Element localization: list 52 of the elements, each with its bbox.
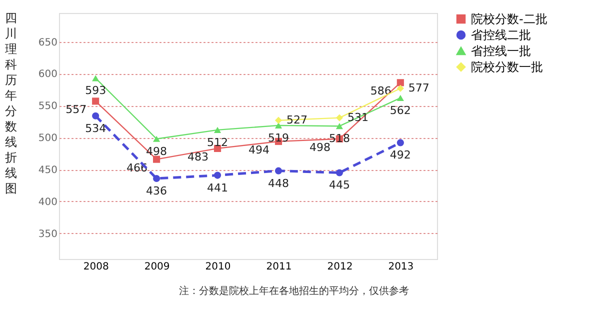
y-tick-label: 650 bbox=[38, 37, 58, 48]
data-label: 483 bbox=[188, 150, 209, 164]
legend-label: 省控线一批 bbox=[471, 44, 531, 58]
point bbox=[214, 172, 222, 179]
x-tick-label: 2008 bbox=[83, 262, 109, 272]
text: 注：分数是院校上年在各地招生的平均分，仅供参考 bbox=[179, 285, 409, 297]
point bbox=[153, 174, 160, 182]
point bbox=[336, 169, 343, 176]
y-tick-label: 600 bbox=[38, 69, 58, 80]
legend-label: 院校分数-二批 bbox=[471, 12, 548, 26]
point bbox=[396, 84, 404, 92]
x-tick-label: 2012 bbox=[327, 262, 353, 272]
y-tick-label: 450 bbox=[38, 165, 58, 176]
data-label: 512 bbox=[207, 136, 228, 149]
point bbox=[92, 98, 100, 105]
data-label: 562 bbox=[390, 104, 411, 117]
y-tick-label: 400 bbox=[38, 196, 58, 208]
data-label: 498 bbox=[309, 140, 330, 154]
data-label: 557 bbox=[66, 103, 87, 116]
data-label: 519 bbox=[268, 131, 289, 144]
point bbox=[396, 79, 404, 86]
legend-label: 省控线二批 bbox=[471, 28, 531, 42]
data-label: 534 bbox=[85, 122, 106, 135]
data-label: 494 bbox=[248, 143, 270, 156]
x-tick-label: 2009 bbox=[144, 262, 170, 272]
data-label: 441 bbox=[207, 181, 228, 194]
y-tick-label: 350 bbox=[38, 228, 58, 240]
y-tick-label: 500 bbox=[38, 133, 58, 144]
data-label: 577 bbox=[408, 81, 430, 94]
point bbox=[92, 75, 100, 82]
point bbox=[396, 139, 404, 146]
data-label: 586 bbox=[370, 84, 392, 98]
data-label: 445 bbox=[328, 178, 350, 192]
legend-label: 院校分数一批 bbox=[471, 60, 543, 74]
x-tick-label: 2013 bbox=[388, 262, 414, 272]
data-label: 436 bbox=[146, 184, 168, 198]
data-label: 448 bbox=[268, 176, 289, 190]
point bbox=[274, 122, 282, 129]
y-tick-label: 550 bbox=[38, 101, 58, 112]
data-label: 492 bbox=[390, 148, 411, 162]
point bbox=[274, 116, 282, 124]
x-tick-label: 2011 bbox=[266, 262, 292, 272]
point bbox=[214, 126, 222, 133]
point bbox=[396, 94, 404, 102]
point bbox=[274, 167, 282, 174]
point bbox=[92, 112, 100, 120]
point bbox=[153, 136, 160, 142]
text: 四川理科历年分数线折线图 bbox=[5, 11, 17, 196]
point bbox=[336, 123, 343, 130]
point bbox=[336, 114, 343, 122]
data-label: 593 bbox=[85, 84, 106, 98]
x-tick-label: 2010 bbox=[205, 262, 231, 272]
